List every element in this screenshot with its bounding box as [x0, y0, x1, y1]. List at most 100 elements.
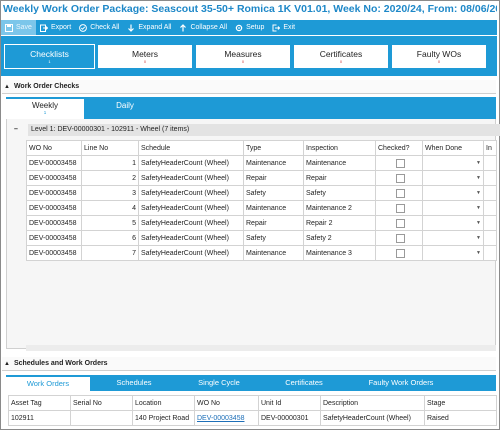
tab-measures-label: Measures — [224, 49, 262, 59]
collapse-caret-icon[interactable]: ▲ — [4, 84, 10, 90]
col-wo-no[interactable]: WO No — [26, 140, 82, 156]
col-serial-no[interactable]: Serial No — [70, 395, 133, 411]
in-cell — [483, 170, 497, 186]
setup-button[interactable]: Setup — [231, 20, 268, 35]
wo-no-link[interactable]: DEV-00003458 — [194, 410, 259, 426]
col-stage[interactable]: Stage — [424, 395, 497, 411]
inspection-cell: Safety — [303, 185, 376, 201]
exit-label: Exit — [283, 24, 296, 31]
save-button[interactable]: Save — [1, 20, 36, 35]
table-row[interactable]: DEV-00003458 4 SafetyHeaderCount (Wheel) Ma… — [26, 200, 497, 216]
schedule-cell: SafetyHeaderCount (Wheel) — [138, 215, 244, 231]
tab-checklists[interactable]: Checklists 1 — [4, 44, 95, 69]
col-location[interactable]: Location — [132, 395, 195, 411]
collapse-all-button[interactable]: Collapse All — [175, 20, 231, 35]
checked-checkbox[interactable] — [396, 158, 405, 168]
checked-checkbox[interactable] — [396, 173, 405, 183]
unit-id-cell-text: DEV-00000301 — [261, 414, 309, 422]
expand-all-button[interactable]: Expand All — [123, 20, 175, 35]
exit-button[interactable]: Exit — [268, 20, 299, 35]
in-cell — [483, 230, 497, 246]
when-done-cell[interactable]: ▼ — [422, 170, 484, 186]
table-row[interactable]: DEV-00003458 1 SafetyHeaderCount (Wheel) Ma… — [26, 155, 497, 171]
col-checked[interactable]: Checked? — [375, 140, 423, 156]
tab-daily[interactable]: Daily — [86, 99, 164, 119]
col-description[interactable]: Description — [320, 395, 425, 411]
tab-measures-count: 0 — [241, 59, 245, 64]
tab-work-orders[interactable]: Work Orders — [6, 375, 90, 391]
when-done-cell[interactable]: ▼ — [422, 245, 484, 261]
checks-horizontal-scrollbar[interactable] — [26, 345, 496, 351]
export-label: Export — [50, 24, 72, 31]
tab-certificates[interactable]: Certificates 0 — [293, 44, 389, 69]
wo-no-cell: DEV-00003458 — [26, 170, 82, 186]
wo-no-link-text[interactable]: DEV-00003458 — [197, 414, 245, 422]
col-asset-tag[interactable]: Asset Tag — [8, 395, 71, 411]
inspection-cell: Maintenance 2 — [303, 200, 376, 216]
level-group-row[interactable]: – Level 1: DEV-00000301 - 102911 - Wheel… — [10, 124, 500, 136]
checked-cell — [375, 170, 423, 186]
tab-faulty-wos[interactable]: Faulty WOs 0 — [391, 44, 487, 69]
dropdown-arrow-icon[interactable]: ▼ — [476, 250, 481, 256]
col-wo-no-bottom[interactable]: WO No — [194, 395, 259, 411]
when-done-cell[interactable]: ▼ — [422, 200, 484, 216]
checked-checkbox[interactable] — [396, 188, 405, 198]
type-cell: Maintenance — [243, 155, 304, 171]
exit-icon — [272, 24, 281, 31]
tab-measures[interactable]: Measures 0 — [195, 44, 291, 69]
tab-certificates-bottom[interactable]: Certificates — [285, 378, 323, 387]
export-button[interactable]: Export — [36, 20, 75, 35]
dropdown-arrow-icon[interactable]: ▼ — [476, 190, 481, 196]
table-row[interactable]: 102911 140 Project Road DEV-00003458 DEV-00… — [8, 410, 497, 426]
schedules-section-header[interactable]: ▲ Schedules and Work Orders — [2, 357, 496, 371]
dropdown-arrow-icon[interactable]: ▼ — [476, 220, 481, 226]
line-no-cell: 6 — [81, 230, 139, 246]
col-line-no[interactable]: Line No — [81, 140, 139, 156]
tab-checklists-label: Checklists — [30, 49, 69, 59]
wo-no-cell: DEV-00003458 — [26, 215, 82, 231]
tab-faulty-work-orders[interactable]: Faulty Work Orders — [368, 378, 434, 387]
tab-single-cycle[interactable]: Single Cycle — [198, 378, 240, 387]
dropdown-arrow-icon[interactable]: ▼ — [476, 205, 481, 211]
when-done-cell[interactable]: ▼ — [422, 155, 484, 171]
when-done-cell[interactable]: ▼ — [422, 230, 484, 246]
col-type[interactable]: Type — [243, 140, 304, 156]
tab-weekly-label: Weekly — [31, 101, 59, 110]
dropdown-arrow-icon[interactable]: ▼ — [476, 160, 481, 166]
col-when-done[interactable]: When Done — [422, 140, 484, 156]
tab-schedules[interactable]: Schedules — [116, 378, 152, 387]
checked-checkbox[interactable] — [396, 248, 405, 258]
serial-no-cell — [70, 410, 133, 426]
tab-meters[interactable]: Meters 0 — [97, 44, 193, 69]
type-cell: Safety — [243, 185, 304, 201]
col-unit-id[interactable]: Unit Id — [258, 395, 321, 411]
schedules-tab-bar: Work Orders Schedules Single Cycle Certi… — [6, 375, 496, 391]
collapse-caret-icon[interactable]: ▲ — [4, 361, 10, 367]
schedule-cell: SafetyHeaderCount (Wheel) — [138, 245, 244, 261]
checked-checkbox[interactable] — [396, 203, 405, 213]
col-schedule[interactable]: Schedule — [138, 140, 244, 156]
inspection-cell: Safety 2 — [303, 230, 376, 246]
tab-faulty-wos-label: Faulty WOs — [416, 49, 462, 59]
checks-table: WO No Line No Schedule Type Inspection C… — [26, 140, 497, 261]
table-row[interactable]: DEV-00003458 2 SafetyHeaderCount (Wheel) Re… — [26, 170, 497, 186]
when-done-cell[interactable]: ▼ — [422, 185, 484, 201]
asset-tag-cell-text: 102911 — [11, 414, 34, 422]
type-cell: Maintenance — [243, 200, 304, 216]
check-all-button[interactable]: Check All — [75, 20, 123, 35]
collapse-group-icon[interactable]: – — [14, 126, 18, 133]
schedule-cell: SafetyHeaderCount (Wheel) — [138, 200, 244, 216]
when-done-cell[interactable]: ▼ — [422, 215, 484, 231]
col-in[interactable]: In — [483, 140, 497, 156]
dropdown-arrow-icon[interactable]: ▼ — [476, 235, 481, 241]
col-inspection[interactable]: Inspection — [303, 140, 376, 156]
checked-checkbox[interactable] — [396, 218, 405, 228]
work-order-checks-header[interactable]: ▲ Work Order Checks — [2, 80, 496, 94]
table-row[interactable]: DEV-00003458 3 SafetyHeaderCount (Wheel) Sa… — [26, 185, 497, 201]
tab-weekly[interactable]: Weekly 1 — [6, 99, 84, 119]
dropdown-arrow-icon[interactable]: ▼ — [476, 175, 481, 181]
table-row[interactable]: DEV-00003458 6 SafetyHeaderCount (Wheel) Sa… — [26, 230, 497, 246]
table-row[interactable]: DEV-00003458 5 SafetyHeaderCount (Wheel) Re… — [26, 215, 497, 231]
checked-checkbox[interactable] — [396, 233, 405, 243]
table-row[interactable]: DEV-00003458 7 SafetyHeaderCount (Wheel) Ma… — [26, 245, 497, 261]
